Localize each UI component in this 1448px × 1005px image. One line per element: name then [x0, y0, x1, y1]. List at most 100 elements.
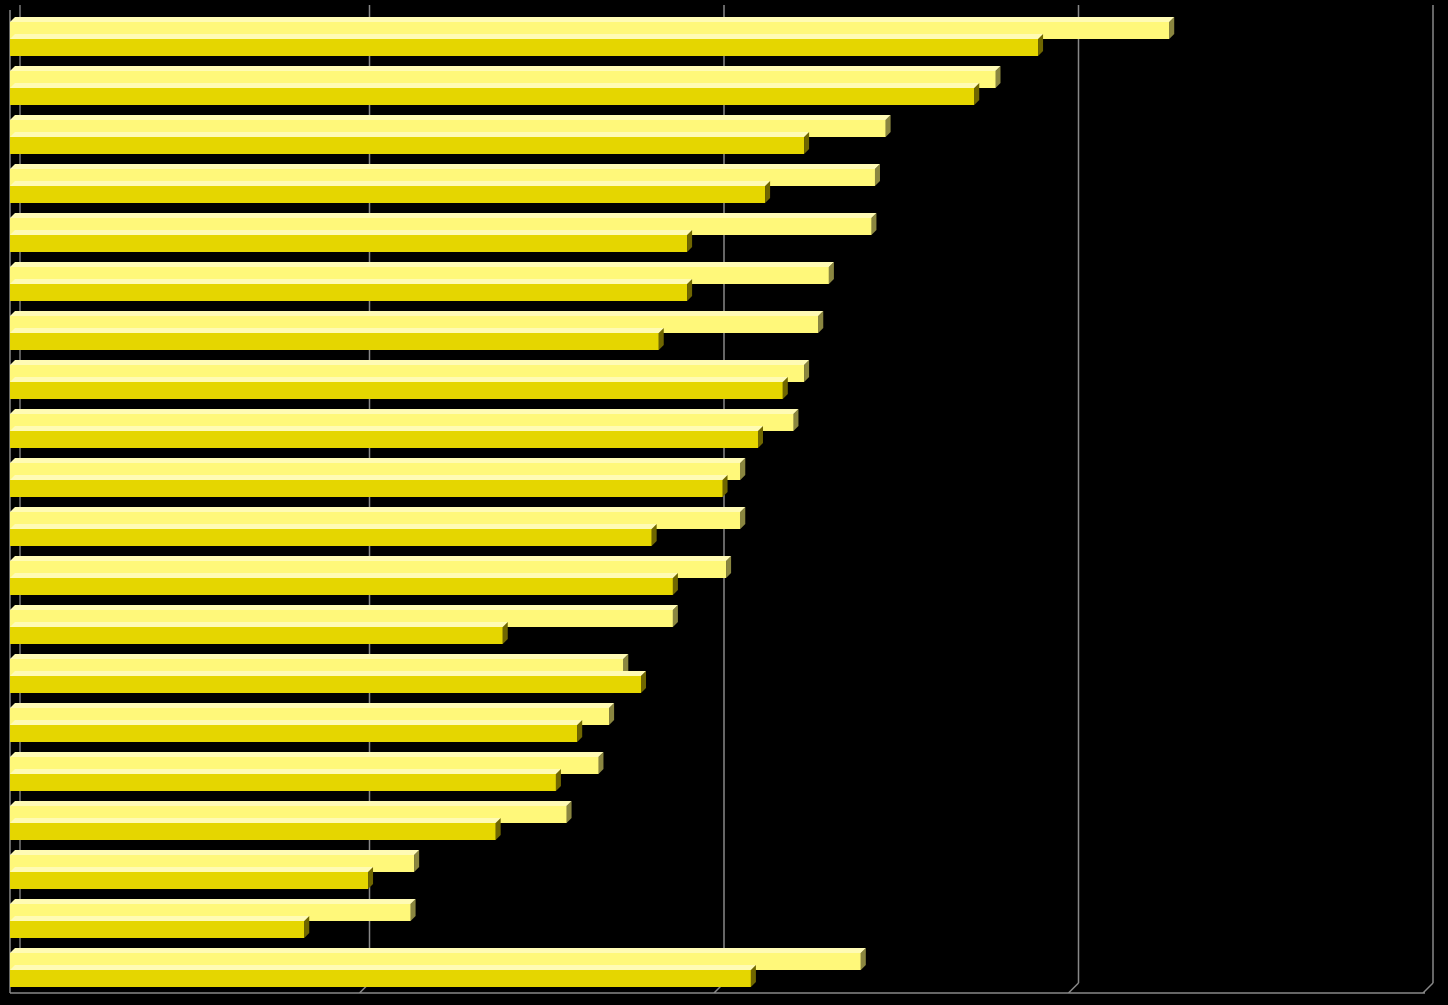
bar-side-face [828, 262, 834, 284]
bar-side-face [672, 605, 678, 627]
bar-top-face [10, 328, 664, 333]
bar-top-face [10, 377, 788, 382]
bar-front-face [10, 823, 496, 840]
bar-top-face [10, 801, 572, 806]
bar-side-face [804, 132, 810, 154]
bar-series-2-row-18 [10, 867, 374, 889]
bar-top-face [10, 605, 678, 610]
bar-side-face [598, 752, 604, 774]
bar-side-face [623, 654, 629, 676]
bar-series-2-row-13 [10, 622, 508, 644]
bar-top-face [10, 262, 834, 267]
bar-top-face [10, 279, 693, 284]
bar-top-face [10, 360, 810, 365]
bars [10, 17, 1175, 987]
bar-top-face [10, 965, 756, 970]
bar-series-2-row-17 [10, 818, 501, 840]
bar-side-face [641, 671, 647, 693]
bar-top-face [10, 556, 732, 561]
bar-front-face [10, 284, 688, 301]
bar-top-face [10, 507, 746, 512]
bar-top-face [10, 524, 657, 529]
bar-series-2-row-12 [10, 573, 678, 595]
bar-front-face [10, 676, 642, 693]
bar-front-face [10, 137, 805, 154]
bar-side-face [1169, 17, 1175, 39]
bar-side-face [495, 818, 501, 840]
bar-top-face [10, 83, 980, 88]
bar-front-face [10, 431, 758, 448]
bar-side-face [687, 230, 693, 252]
bar-front-face [10, 970, 751, 987]
bar-front-face [10, 627, 503, 644]
bar-side-face [804, 360, 810, 382]
bar-side-face [609, 703, 615, 725]
bar-side-face [740, 507, 746, 529]
bar-top-face [10, 850, 420, 855]
bar-series-2-row-15 [10, 720, 583, 742]
bar-front-face [10, 578, 673, 595]
bar-side-face [672, 573, 678, 595]
bar-series-2-row-9 [10, 426, 763, 448]
bar-side-face [726, 556, 732, 578]
bar-side-face [793, 409, 799, 431]
bar-side-face [410, 899, 416, 921]
bar-top-face [10, 769, 561, 774]
bar-front-face [10, 186, 766, 203]
bar-side-face [722, 475, 728, 497]
gridline-floor [1067, 982, 1080, 994]
bar-series-2-row-1 [10, 34, 1044, 56]
bar-top-face [10, 311, 824, 316]
bar-top-face [10, 948, 866, 953]
bar-top-face [10, 867, 374, 872]
bar-series-2-row-14 [10, 671, 647, 693]
bar-side-face [974, 83, 980, 105]
bar-front-face [10, 88, 975, 105]
bar-top-face [10, 409, 799, 414]
bar-side-face [502, 622, 508, 644]
bar-series-2-row-20 [10, 965, 756, 987]
bar-top-face [10, 703, 615, 708]
bar-series-2-row-4 [10, 181, 771, 203]
bar-top-face [10, 573, 678, 578]
bar-front-face [10, 235, 688, 252]
bar-series-2-row-10 [10, 475, 728, 497]
bar-side-face [818, 311, 824, 333]
bar-side-face [750, 965, 756, 987]
bar-front-face [10, 333, 659, 350]
bar-side-face [368, 867, 374, 889]
bar-top-face [10, 899, 416, 904]
bar-series-2-row-5 [10, 230, 693, 252]
bar-top-face [10, 475, 728, 480]
bar-front-face [10, 774, 556, 791]
bar-side-face [995, 66, 1001, 88]
bar-front-face [10, 529, 652, 546]
bar-side-face [860, 948, 866, 970]
bar-top-face [10, 181, 771, 186]
bar-side-face [740, 458, 746, 480]
bar-top-face [10, 115, 891, 120]
bar-series-2-row-2 [10, 83, 980, 105]
bar-side-face [885, 115, 891, 137]
bar-top-face [10, 671, 647, 676]
bar-series-2-row-7 [10, 328, 664, 350]
bar-side-face [577, 720, 583, 742]
bar-series-2-row-8 [10, 377, 788, 399]
bar-top-face [10, 213, 877, 218]
bar-side-face [757, 426, 763, 448]
bar-top-face [10, 230, 693, 235]
bar-front-face [10, 921, 305, 938]
bar-side-face [566, 801, 572, 823]
bar-series-2-row-6 [10, 279, 693, 301]
bar-series-2-row-19 [10, 916, 310, 938]
bar-side-face [687, 279, 693, 301]
bar-series-2-row-3 [10, 132, 810, 154]
bar-side-face [1038, 34, 1044, 56]
bar-top-face [10, 916, 310, 921]
bar-top-face [10, 720, 583, 725]
bar-top-face [10, 818, 501, 823]
bar-front-face [10, 382, 783, 399]
bar-top-face [10, 458, 746, 463]
bar-top-face [10, 34, 1044, 39]
